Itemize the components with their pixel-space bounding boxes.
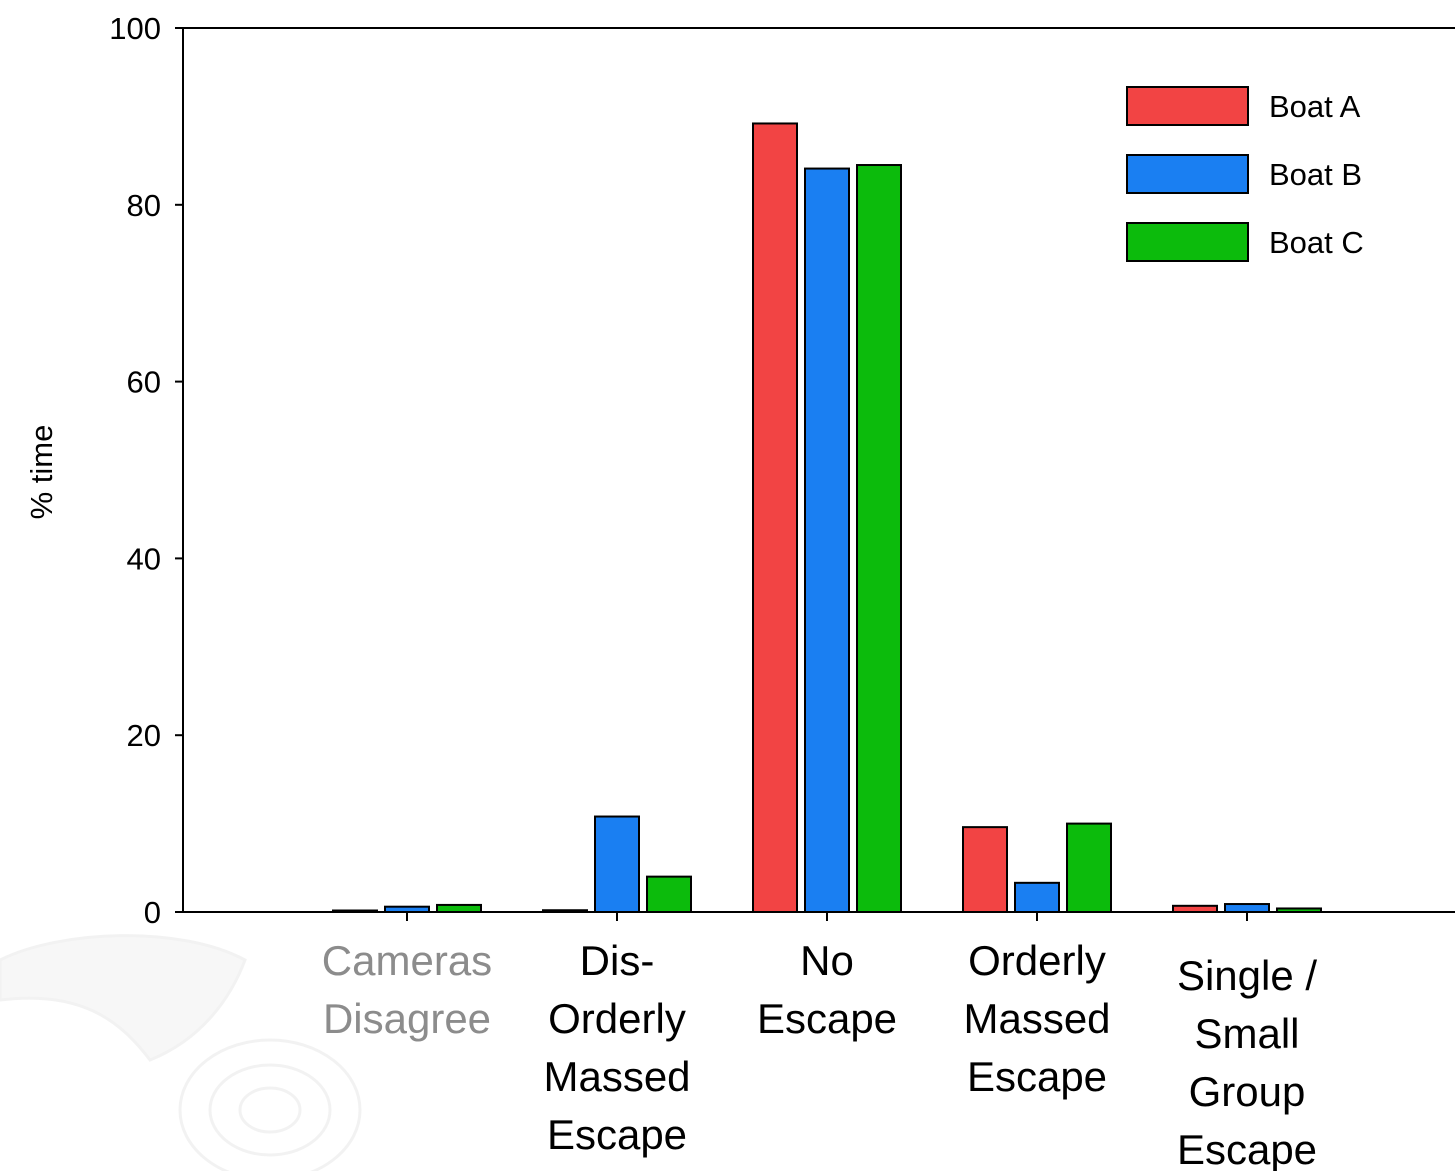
y-tick-label: 20 (127, 718, 161, 753)
x-category-label-line: No (800, 937, 854, 984)
x-category-label-line: Massed (543, 1053, 690, 1100)
bar-boat-b-0 (384, 905, 430, 913)
bar-boat-a-0 (332, 909, 378, 913)
legend-label: Boat A (1269, 89, 1361, 124)
x-category-label-line: Escape (967, 1053, 1107, 1100)
x-category-label-line: Cameras (322, 937, 492, 984)
legend-swatch-boat-a (1126, 86, 1249, 126)
x-category-label-line: Small (1194, 1010, 1299, 1057)
bar-boat-c-3 (1066, 822, 1112, 913)
x-category-label-line: Massed (963, 995, 1110, 1042)
x-category-label: No Escape (757, 937, 897, 1042)
x-category-label-line: Dis- (580, 937, 655, 984)
bar-boat-b-2 (804, 167, 850, 913)
bar-boat-c-0 (436, 903, 482, 913)
y-tick-label: 80 (127, 188, 161, 223)
background-watermark (0, 934, 362, 1171)
y-tick-label: 0 (144, 895, 161, 930)
y-tick-label: 60 (127, 365, 161, 400)
legend-swatch-boat-c (1126, 222, 1249, 262)
x-category-label-line: Orderly (968, 937, 1106, 984)
bar-boat-a-1 (542, 909, 588, 913)
legend-label: Boat C (1269, 225, 1364, 260)
bar-boat-b-4 (1224, 903, 1270, 914)
y-axis-title: % time (24, 425, 59, 520)
x-category-label-line: Orderly (548, 995, 686, 1042)
bar-boat-b-1 (594, 815, 640, 914)
x-category-label: Dis- Orderly Massed Escape (543, 937, 690, 1158)
bars (332, 122, 1322, 914)
y-tick-label: 40 (127, 541, 161, 576)
legend: Boat A Boat B Boat C (1126, 86, 1364, 262)
bar-boat-c-4 (1276, 907, 1322, 913)
x-category-label: Single / Small Group Escape (1177, 952, 1317, 1171)
y-axis: 0 20 40 60 80 100 (109, 11, 183, 930)
y-tick-label: 100 (109, 11, 161, 46)
bar-boat-c-1 (646, 875, 692, 914)
x-category-label-line: Escape (547, 1111, 687, 1158)
bar-boat-a-4 (1172, 904, 1218, 914)
x-category-label: Cameras Disagree (322, 937, 492, 1042)
bar-boat-b-3 (1014, 881, 1060, 914)
bar-boat-c-2 (856, 164, 902, 913)
x-category-label-line: Disagree (323, 995, 491, 1042)
legend-swatch-boat-b (1126, 154, 1249, 194)
x-category-label-line: Group (1189, 1068, 1306, 1115)
legend-label: Boat B (1269, 157, 1362, 192)
x-category-label-line: Escape (757, 995, 897, 1042)
bar-boat-a-3 (962, 826, 1008, 913)
x-category-label: Orderly Massed Escape (963, 937, 1110, 1100)
bar-boat-a-2 (752, 122, 798, 914)
x-category-label-line: Single / (1177, 952, 1317, 999)
x-category-label-line: Escape (1177, 1126, 1317, 1171)
